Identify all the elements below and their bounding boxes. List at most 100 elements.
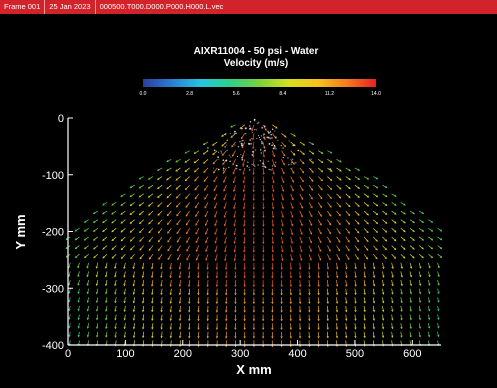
- velocity-vector-head: [375, 212, 379, 216]
- velocity-vector: [185, 219, 190, 226]
- velocity-vector-head: [400, 309, 403, 312]
- velocity-vector-head: [271, 232, 275, 236]
- droplet-speck: [228, 154, 231, 157]
- velocity-vector-head: [195, 249, 198, 252]
- velocity-vector: [336, 167, 342, 172]
- velocity-vector-head: [263, 146, 266, 150]
- droplet-speck: [274, 165, 277, 168]
- velocity-vector-head: [375, 195, 379, 198]
- velocity-vector: [139, 228, 144, 233]
- velocity-vector: [96, 271, 99, 277]
- velocity-vector: [308, 245, 312, 252]
- velocity-vector-head: [363, 309, 366, 313]
- velocity-vector: [354, 193, 360, 198]
- velocity-vector: [409, 262, 412, 269]
- velocity-vector-head: [262, 327, 265, 331]
- velocity-vector: [233, 193, 236, 201]
- velocity-vector-head: [225, 318, 228, 322]
- velocity-vector-head: [178, 267, 181, 270]
- velocity-vector: [105, 288, 108, 294]
- velocity-vector-head: [221, 144, 224, 147]
- velocity-vector-head: [356, 239, 360, 243]
- velocity-vector-head: [326, 267, 330, 270]
- velocity-vector-head: [400, 300, 403, 304]
- droplet-speck: [220, 152, 223, 154]
- velocity-vector: [188, 314, 191, 321]
- velocity-vector-head: [186, 249, 189, 252]
- velocity-vector: [308, 202, 313, 209]
- velocity-vector: [409, 219, 415, 224]
- velocity-vector-head: [326, 310, 329, 313]
- velocity-vector-head: [197, 292, 200, 296]
- velocity-vector-head: [234, 327, 237, 331]
- velocity-vector: [224, 219, 227, 226]
- velocity-vector-head: [400, 292, 403, 295]
- velocity-vector-head: [242, 172, 245, 175]
- velocity-vector: [204, 193, 209, 200]
- velocity-vector: [170, 280, 172, 287]
- velocity-vector-head: [243, 293, 246, 296]
- velocity-vector: [409, 280, 412, 286]
- velocity-vector-head: [347, 257, 350, 260]
- velocity-vector-head: [308, 336, 311, 339]
- velocity-vector-head: [430, 229, 434, 232]
- velocity-vector-head: [141, 275, 145, 278]
- velocity-vector-head: [185, 187, 188, 191]
- velocity-vector: [363, 280, 366, 287]
- velocity-vector: [336, 305, 338, 312]
- velocity-vector-head: [234, 267, 237, 270]
- velocity-vector: [391, 323, 393, 329]
- velocity-vector: [372, 280, 375, 287]
- droplet-speck: [256, 137, 258, 139]
- velocity-vector: [157, 167, 163, 171]
- velocity-vector: [308, 150, 314, 155]
- velocity-vector-head: [409, 275, 413, 278]
- velocity-vector: [272, 133, 277, 139]
- droplet-speck: [261, 165, 263, 167]
- velocity-vector-head: [403, 247, 406, 250]
- velocity-vector-head: [252, 301, 256, 305]
- velocity-vector-head: [412, 229, 415, 232]
- velocity-vector-head: [92, 211, 96, 215]
- velocity-vector-head: [280, 301, 283, 305]
- velocity-vector-head: [393, 247, 397, 251]
- velocity-vector-head: [309, 241, 312, 244]
- velocity-vector: [336, 202, 341, 208]
- droplet-speck: [297, 149, 299, 152]
- velocity-vector: [271, 211, 274, 218]
- velocity-vector-head: [157, 222, 160, 225]
- velocity-vector: [205, 236, 209, 244]
- velocity-vector: [179, 262, 181, 270]
- chart-title: AIXR11004 - 50 psi - Water: [194, 46, 319, 57]
- droplet-speck: [234, 144, 236, 146]
- velocity-vector-head: [96, 317, 99, 321]
- velocity-vector: [262, 159, 265, 166]
- droplet-speck: [234, 130, 236, 133]
- velocity-vector: [68, 262, 71, 268]
- velocity-vector-head: [430, 255, 434, 259]
- velocity-vector-head: [123, 283, 126, 287]
- velocity-vector: [437, 323, 439, 329]
- velocity-vector-head: [412, 247, 415, 250]
- velocity-vector: [176, 236, 181, 243]
- velocity-vector: [221, 141, 227, 147]
- velocity-vector: [428, 323, 430, 329]
- droplet-speck: [270, 130, 272, 132]
- velocity-vector: [281, 133, 287, 138]
- velocity-vector: [290, 141, 296, 147]
- velocity-vector-head: [437, 300, 440, 303]
- velocity-vector: [114, 288, 117, 295]
- droplet-speck: [253, 118, 256, 121]
- velocity-vector-head: [400, 326, 403, 330]
- velocity-vector-head: [111, 203, 114, 206]
- velocity-vector-head: [439, 246, 443, 250]
- velocity-vector-head: [95, 300, 99, 304]
- velocity-vector-head: [160, 292, 163, 296]
- velocity-vector-head: [385, 221, 388, 224]
- velocity-vector: [271, 159, 275, 166]
- velocity-vector-head: [439, 255, 443, 258]
- velocity-vector-head: [193, 151, 197, 154]
- velocity-vector: [391, 228, 397, 233]
- velocity-vector: [271, 150, 276, 157]
- velocity-vector-head: [271, 284, 274, 288]
